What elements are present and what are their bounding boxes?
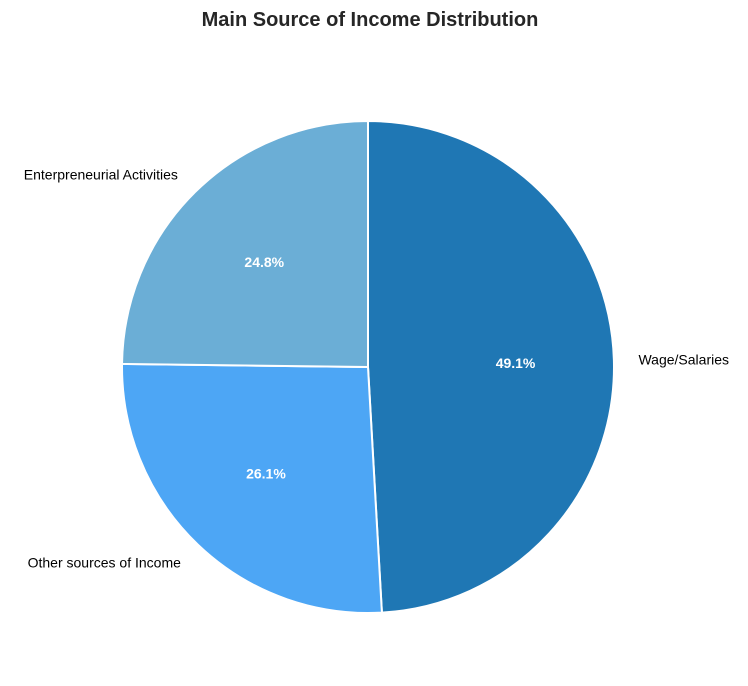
- pie-category-label-enterpreneurial-activities: Enterpreneurial Activities: [24, 166, 178, 182]
- pie-category-label-other-sources-of-income: Other sources of Income: [28, 555, 182, 571]
- pie-pct-label-enterpreneurial-activities: 24.8%: [244, 254, 284, 270]
- labels-layer: 49.1% Wage/Salaries 26.1% Other sources of …: [24, 166, 729, 570]
- pie-pct-label-wage-salaries: 49.1%: [496, 355, 536, 371]
- pie-pct-label-other-sources-of-income: 26.1%: [246, 466, 286, 482]
- pie-slice-wage-salaries: [367, 119, 616, 614]
- pie-category-label-wage-salaries: Wage/Salaries: [638, 351, 729, 367]
- slices-layer: [121, 119, 616, 614]
- pie-slice-other-sources-of-income: [121, 362, 383, 614]
- chart-title: Main Source of Income Distribution: [202, 9, 539, 31]
- pie-slice-enterpreneurial-activities: [121, 119, 369, 369]
